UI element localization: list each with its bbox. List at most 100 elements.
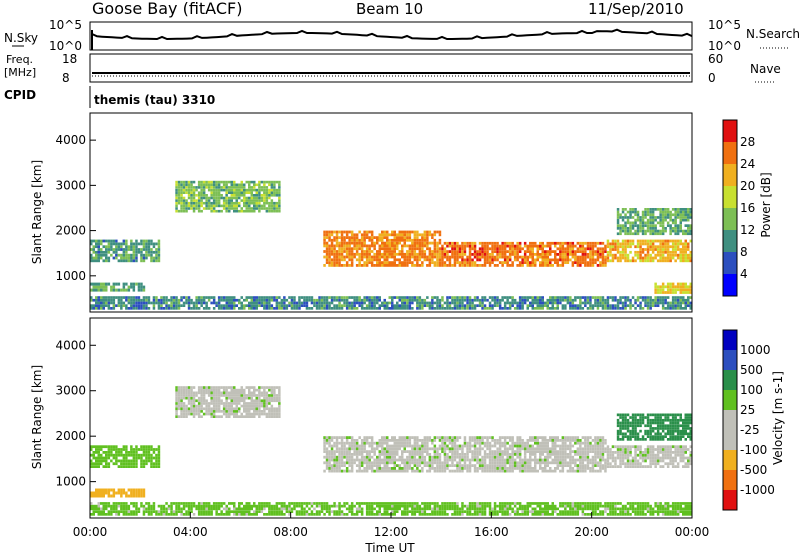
scatter-cell: [629, 232, 632, 236]
scatter-cell: [649, 256, 652, 260]
scatter-cell: [175, 186, 178, 189]
scatter-cell: [661, 227, 665, 230]
scatter-cell: [212, 298, 216, 302]
scatter-cell: [554, 461, 557, 465]
scatter-cell: [381, 441, 384, 445]
scatter-cell: [503, 447, 507, 451]
scatter-cell: [360, 264, 364, 267]
scatter-cell: [350, 255, 354, 259]
scatter-cell: [483, 261, 487, 264]
scatter-cell: [105, 456, 108, 460]
scatter-cell: [268, 410, 271, 413]
scatter-cell: [438, 455, 442, 459]
scatter-cell: [682, 282, 685, 286]
scatter-cell: [222, 388, 226, 392]
scatter-cell: [200, 399, 203, 403]
scatter-cell: [278, 304, 281, 307]
scatter-cell: [516, 467, 519, 470]
scatter-cell: [671, 288, 675, 292]
scatter-cell: [554, 255, 557, 259]
scatter-cell: [616, 218, 620, 222]
scatter-cell: [160, 296, 163, 299]
scatter-cell: [641, 296, 645, 299]
scatter-cell: [684, 210, 687, 214]
scatter-cell: [305, 307, 309, 310]
scatter-cell: [383, 261, 386, 264]
scatter-cell: [431, 301, 434, 305]
scatter-cell: [629, 259, 632, 263]
scatter-cell: [338, 247, 341, 251]
scatter-cell: [486, 258, 489, 262]
scatter-cell: [453, 261, 457, 264]
scatter-cell: [478, 450, 482, 453]
scatter-cell: [544, 469, 547, 473]
scatter-cell: [433, 467, 437, 470]
scatter-cell: [586, 247, 590, 251]
scatter-cell: [343, 453, 346, 456]
scatter-cell: [584, 439, 587, 442]
scatter-cell: [503, 244, 507, 248]
scatter-cell: [496, 241, 499, 245]
scatter-cell: [175, 304, 178, 307]
scatter-cell: [358, 450, 361, 453]
scatter-cell: [212, 183, 216, 187]
scatter-cell: [107, 451, 111, 454]
scatter-cell: [368, 255, 371, 259]
scatter-cell: [130, 253, 133, 257]
scatter-cell: [488, 450, 492, 453]
scatter-cell: [621, 227, 625, 230]
scatter-cell: [646, 218, 650, 222]
scatter-cell: [584, 458, 587, 462]
scatter-cell: [403, 230, 406, 234]
scatter-cell: [376, 250, 379, 253]
scatter-cell: [549, 307, 552, 310]
scatter-cell: [596, 307, 600, 310]
scatter-cell: [526, 450, 529, 453]
scatter-cell: [270, 399, 274, 403]
scatter-cell: [483, 253, 487, 256]
scatter-cell: [147, 242, 151, 246]
scatter-cell: [411, 461, 414, 465]
scatter-cell: [200, 188, 203, 192]
scatter-cell: [253, 404, 256, 408]
scatter-cell: [591, 444, 595, 448]
scatter-cell: [250, 186, 253, 189]
scatter-cell: [132, 451, 136, 454]
scatter-cell: [549, 455, 552, 459]
scatter-cell: [270, 304, 274, 307]
scatter-cell: [661, 307, 665, 310]
scatter-cell: [338, 436, 341, 439]
scatter-cell: [220, 194, 223, 197]
scatter-cell: [564, 455, 567, 459]
scatter-cell: [481, 241, 484, 245]
scatter-cell: [396, 252, 399, 256]
scatter-cell: [616, 248, 620, 251]
scatter-cell: [192, 307, 196, 310]
scatter-cell: [102, 296, 105, 299]
scatter-cell: [446, 453, 449, 456]
scatter-cell: [521, 301, 524, 305]
scatter-cell: [654, 301, 657, 305]
scatter-cell: [378, 444, 381, 448]
scatter-cell: [200, 201, 203, 205]
scatter-cell: [250, 301, 253, 305]
scatter-cell: [483, 464, 487, 467]
scatter-cell: [233, 186, 236, 189]
scatter-cell: [120, 304, 123, 307]
scatter-cell: [355, 307, 359, 310]
scatter-cell: [508, 307, 512, 310]
scatter-cell: [513, 247, 517, 251]
scatter-cell: [488, 301, 492, 305]
scatter-cell: [180, 199, 183, 202]
scatter-cell: [516, 241, 519, 245]
scatter-cell: [238, 191, 241, 194]
scatter-cell: [142, 253, 146, 257]
scatter-cell: [127, 307, 131, 310]
scatter-cell: [453, 253, 457, 256]
scatter-cell: [556, 261, 559, 264]
scatter-cell: [493, 264, 497, 267]
scatter-cell: [215, 388, 218, 392]
scatter-cell: [260, 391, 264, 395]
scatter-cell: [393, 261, 396, 264]
scatter-cell: [230, 301, 233, 305]
